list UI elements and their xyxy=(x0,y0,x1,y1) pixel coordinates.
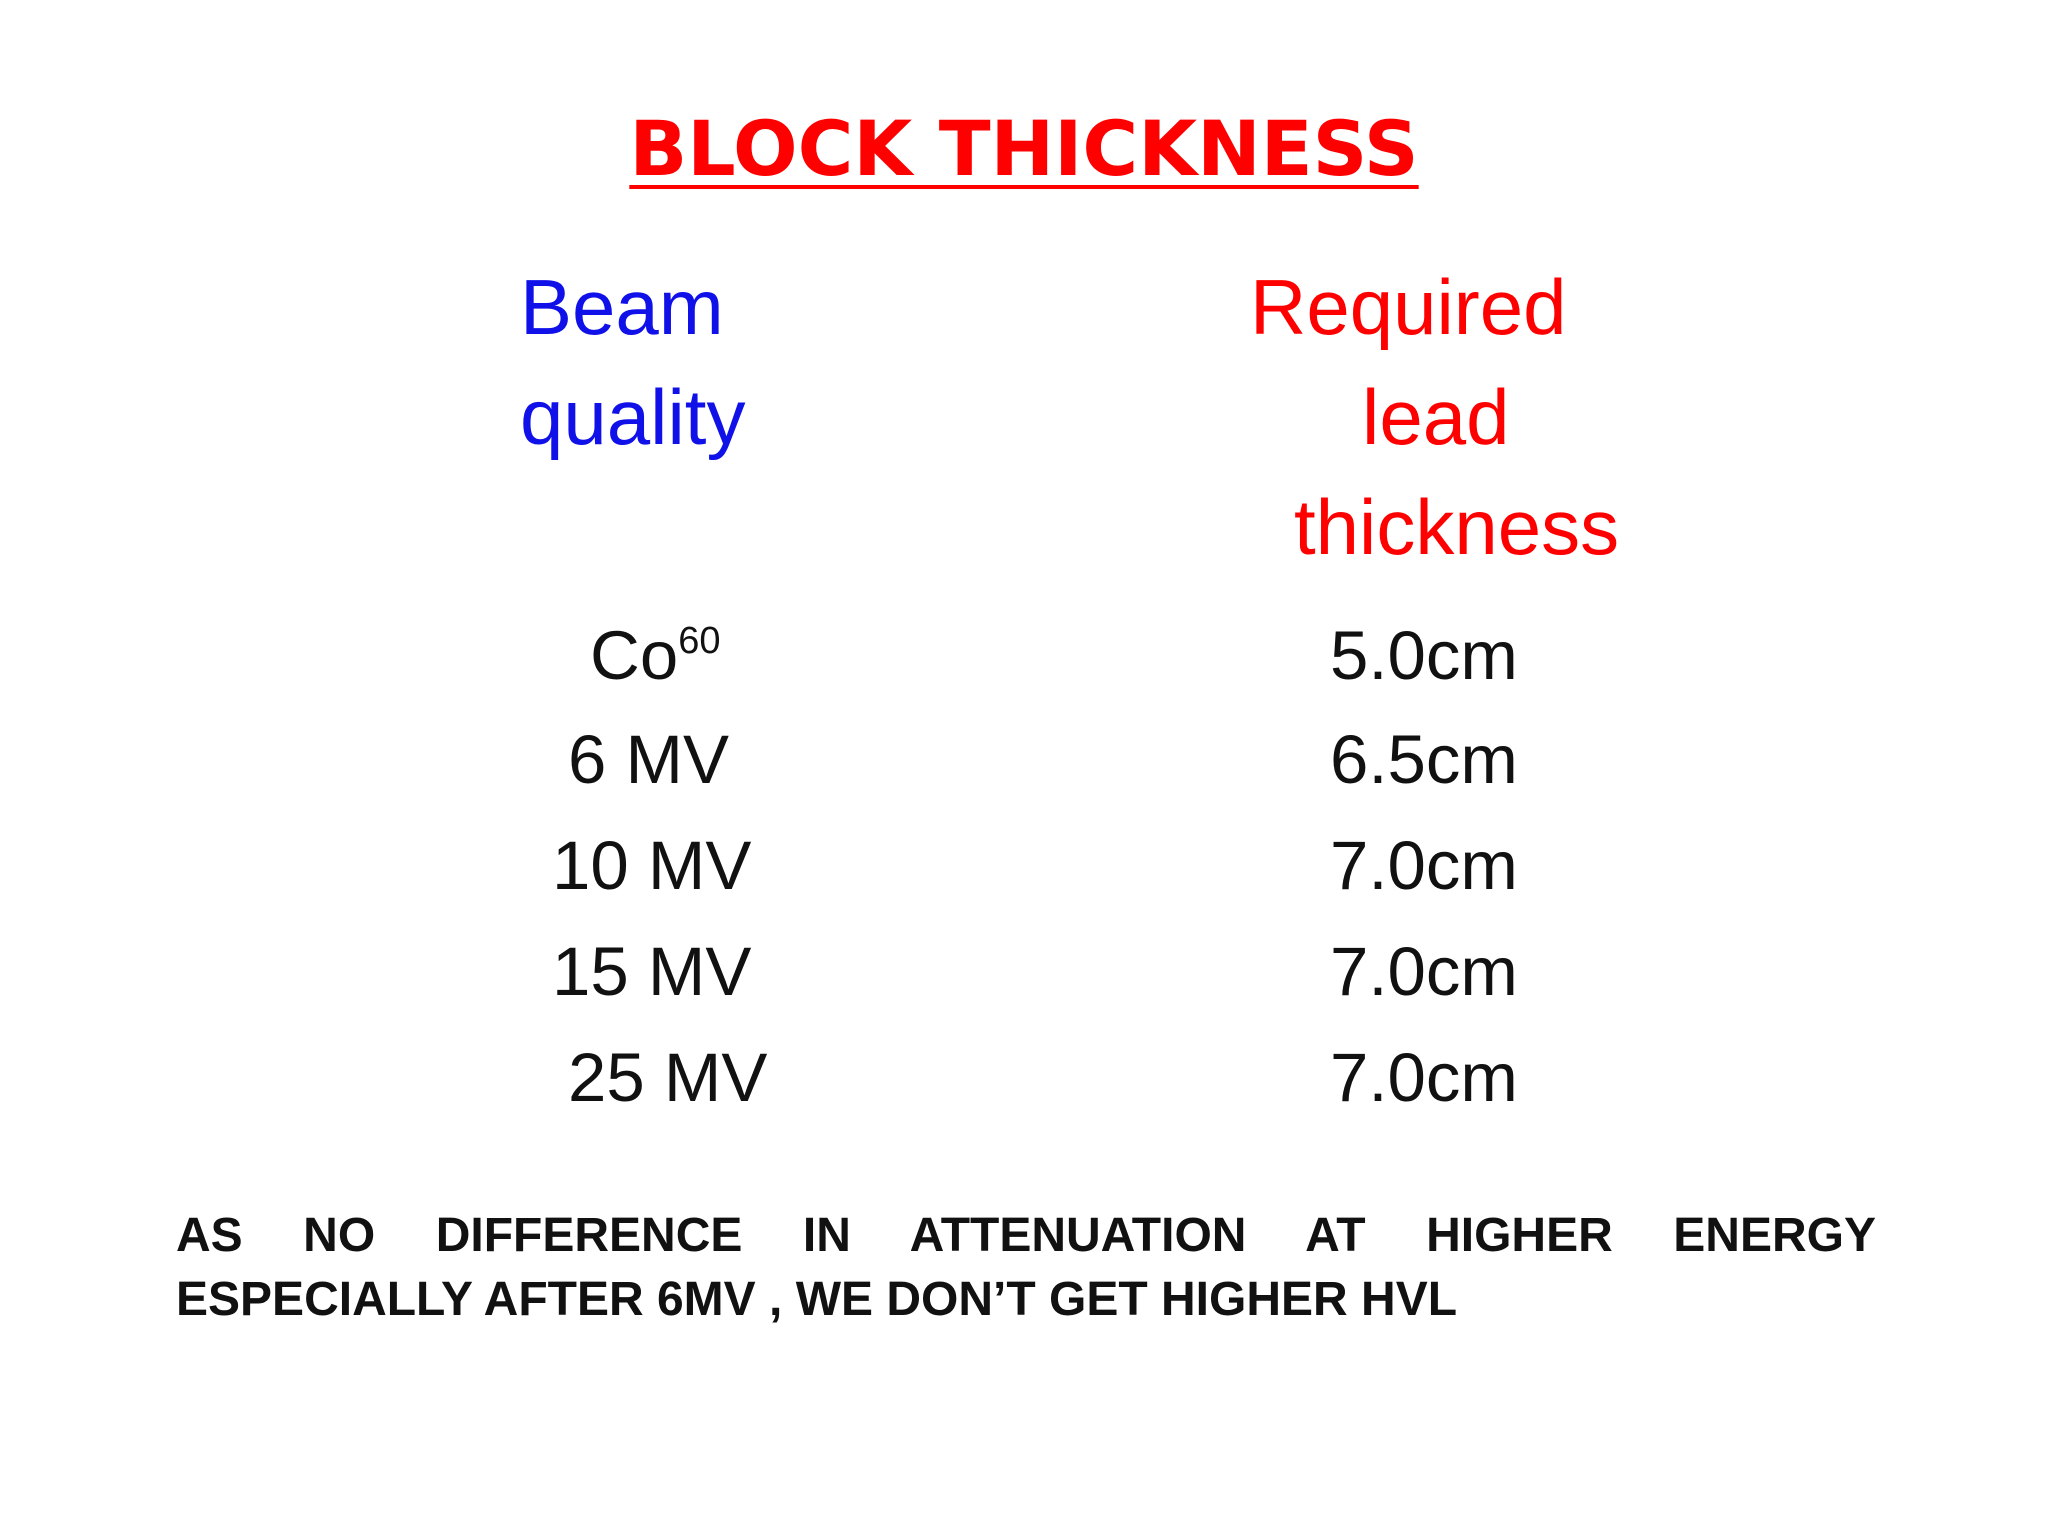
beam-cell-25mv: 25 MV xyxy=(568,1039,768,1116)
thickness-cell-15mv: 7.0cm xyxy=(1330,933,1518,1010)
thickness-cell-co60: 5.0cm xyxy=(1330,617,1518,694)
thickness-cell-6mv: 6.5cm xyxy=(1330,721,1518,798)
slide-title: BLOCK THICKNESS xyxy=(0,104,2048,194)
attenuation-note-line1: AS NO DIFFERENCE IN ATTENUATION AT HIGHE… xyxy=(176,1209,1876,1262)
slide-title-text: BLOCK THICKNESS xyxy=(629,104,1419,193)
beam-cell-co60-text: Co xyxy=(590,617,679,694)
thickness-cell-25mv: 7.0cm xyxy=(1330,1039,1518,1116)
beam-cell-10mv: 10 MV xyxy=(552,827,752,904)
beam-cell-co60-superscript: 60 xyxy=(678,620,721,662)
beam-cell-6mv: 6 MV xyxy=(568,721,730,798)
attenuation-note: AS NO DIFFERENCE IN ATTENUATION AT HIGHE… xyxy=(176,1204,1876,1332)
lead-thickness-header-line2: lead xyxy=(1362,373,1510,461)
beam-cell-co60: Co60 xyxy=(590,616,721,707)
beam-cell-15mv: 15 MV xyxy=(552,933,752,1010)
beam-quality-header-line1: Beam xyxy=(520,263,724,351)
lead-thickness-header-line3: thickness xyxy=(1294,483,1620,571)
beam-quality-header-line2: quality xyxy=(520,373,746,461)
thickness-cell-10mv: 7.0cm xyxy=(1330,827,1518,904)
lead-thickness-header-line1: Required xyxy=(1250,263,1567,351)
attenuation-note-line2: ESPECIALLY AFTER 6MV , WE DON’T GET HIGH… xyxy=(176,1273,1458,1326)
